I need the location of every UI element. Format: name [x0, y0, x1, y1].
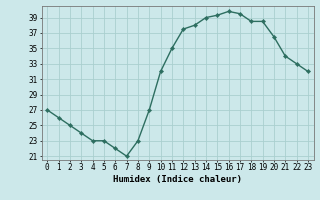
X-axis label: Humidex (Indice chaleur): Humidex (Indice chaleur) — [113, 175, 242, 184]
